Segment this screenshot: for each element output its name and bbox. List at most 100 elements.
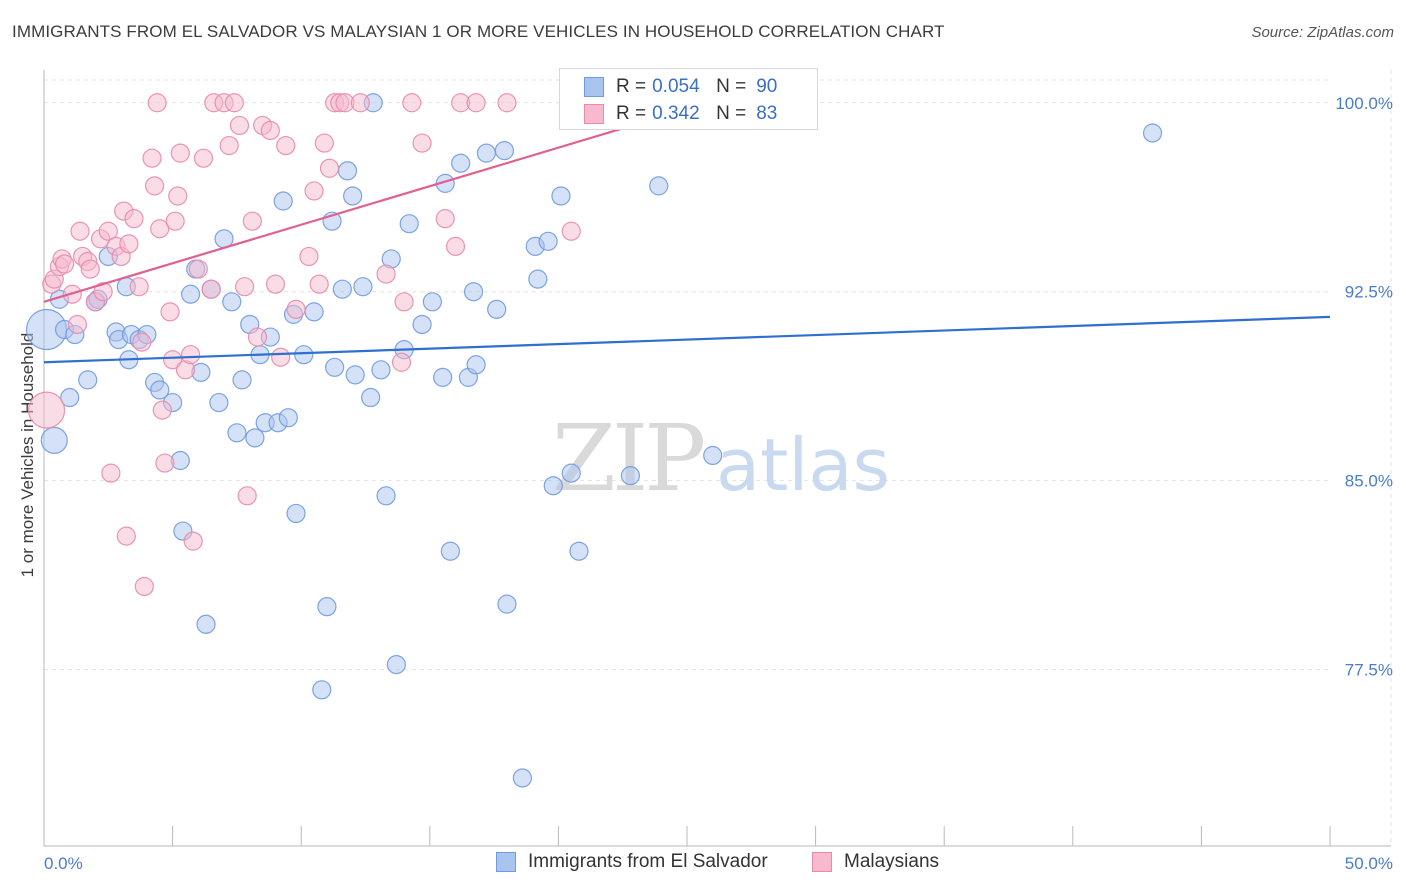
point-salvador [433,367,453,387]
legend-swatch-pink [584,104,604,124]
point-salvador [337,161,358,181]
point-salvador [294,345,314,365]
point-malaysian [147,93,167,113]
point-malaysian [309,274,329,294]
point-salvador [543,476,563,496]
legend-n-label: N = [716,103,747,124]
point-salvador [476,143,496,163]
point-salvador [412,314,432,335]
point-salvador [440,541,460,561]
point-malaysian [235,277,255,297]
point-malaysian [260,120,280,141]
point-malaysian [181,345,201,365]
point-malaysian [286,299,306,319]
point-salvador [463,282,484,302]
point-malaysian [160,302,180,322]
point-salvador [317,597,337,617]
point-salvador [538,231,558,251]
legend-n-value: 83 [756,103,778,124]
x-tick-label: 0.0% [44,854,83,873]
point-malaysian [445,236,466,256]
point-malaysian [319,158,340,178]
legend-item-malaysians: Malaysians [812,851,939,873]
point-malaysian [80,259,100,279]
point-malaysian [276,135,296,156]
point-salvador [494,141,514,161]
point-salvador [561,463,581,483]
point-salvador [60,387,80,408]
point-salvador [40,426,68,454]
legend-r-value: 0.342 [652,103,700,124]
point-malaysian [163,350,183,370]
legend-r-value: 0.054 [652,76,700,97]
point-salvador [345,365,365,385]
point-malaysian [271,347,291,367]
point-malaysian [376,264,396,284]
watermark: ZIP atlas [552,405,890,512]
point-salvador [361,387,381,408]
legend-n-value: 90 [756,76,778,97]
point-malaysian [242,211,262,231]
x-tick-label: 50.0% [1345,854,1393,873]
point-malaysian [314,133,334,153]
point-malaysian [152,400,172,420]
point-salvador [466,355,486,375]
point-salvador [620,466,641,486]
trend-layer [43,104,1331,364]
point-salvador [150,380,170,400]
y-tick-label: 77.5% [1345,661,1393,680]
point-malaysian [224,93,244,113]
watermark-zip: ZIP [552,405,703,512]
trendline-malaysian [43,104,701,303]
legend-swatch-blue [584,77,604,97]
point-malaysian [497,93,517,113]
point-malaysian [183,531,203,551]
y-tick-label: 92.5% [1345,283,1393,302]
watermark-atlas: atlas [716,423,890,507]
point-malaysian [402,93,422,113]
point-malaysian [193,148,214,168]
point-malaysian [129,277,149,297]
point-malaysian [27,391,66,429]
point-malaysian [561,221,581,241]
point-salvador [487,299,507,319]
point-salvador [649,176,669,196]
point-salvador [703,445,723,466]
point-malaysian [165,211,185,231]
point-malaysian [116,526,136,546]
point-malaysian [350,93,370,113]
point-salvador [569,541,589,561]
point-malaysian [67,314,88,335]
point-salvador [353,277,373,297]
point-salvador [325,357,345,377]
legend-label-salvador: Immigrants from El Salvador [528,851,768,872]
point-malaysian [134,576,154,597]
source-label: Source: ZipAtlas.com [1251,24,1394,41]
point-malaysian [237,486,257,506]
point-salvador [332,279,352,299]
legend-item-salvador: Immigrants from El Salvador [496,851,768,873]
point-salvador [273,191,293,211]
point-salvador [376,486,396,506]
point-salvador [181,284,201,304]
point-malaysian [466,93,486,113]
point-malaysian [265,274,286,294]
point-malaysian [412,133,432,153]
point-salvador [312,680,332,700]
point-salvador [528,269,548,289]
trendline-salvador [43,315,1331,364]
point-malaysian [394,292,414,312]
point-malaysian [101,463,121,483]
point-salvador [222,292,242,312]
axis-layer [43,70,1391,847]
series-legend: Immigrants from El Salvador Malaysians [0,851,1406,879]
point-salvador [422,292,442,312]
point-salvador [386,654,406,675]
point-salvador [196,614,216,634]
stats-legend: R = 0.054 N = 90 R = 0.342 N = 83 [559,68,818,130]
point-malaysian [229,115,250,136]
point-salvador [451,153,471,173]
legend-row-malaysians: R = 0.342 N = 83 [584,101,777,127]
point-malaysian [155,453,175,473]
point-salvador [399,214,419,234]
